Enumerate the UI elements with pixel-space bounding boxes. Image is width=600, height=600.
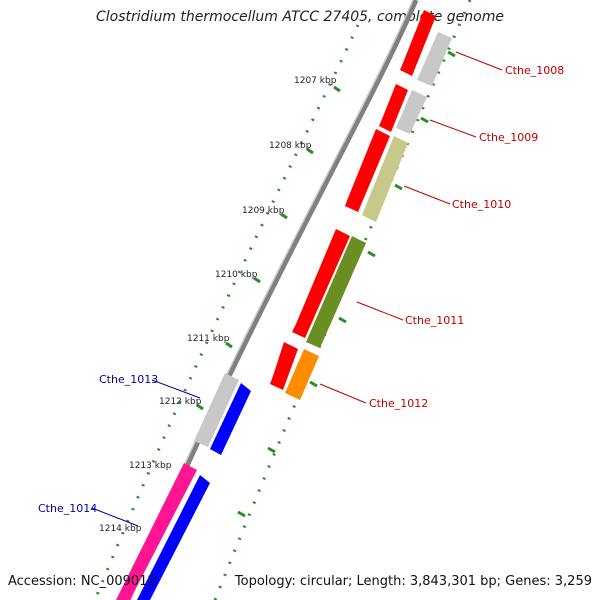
genome-summary-text: Topology: circular; Length: 3,843,301 bp… [234,574,592,589]
accession-text: Accession: NC_009012 [8,574,156,589]
tick-label: 1207 kbp [294,76,337,86]
tick-label: 1208 kbp [269,141,312,151]
gene-label[interactable]: Cthe_1012 [369,397,428,410]
cds-reverse-lane [116,373,251,600]
gene-block[interactable] [285,349,319,400]
gene-label[interactable]: Cthe_1014 [38,502,97,515]
outer-dotted-curve [93,24,360,600]
map-title: Clostridium thermocellum ATCC 27405, com… [96,9,504,25]
gene-label[interactable]: Cthe_1009 [479,131,538,144]
gene-cds[interactable] [116,463,197,600]
gene-cds[interactable] [345,129,390,212]
gene-block[interactable] [194,373,239,447]
tick-label: 1211 kbp [187,334,230,344]
gene-cds[interactable] [400,10,436,76]
gene-cds[interactable] [270,342,298,390]
cds-inner-lane [285,32,452,400]
gene-label[interactable]: Cthe_1011 [405,314,464,327]
gene-block[interactable] [396,90,427,134]
gene-cds[interactable] [210,383,251,455]
gene-cds[interactable] [379,84,408,132]
tick-label: 1212 kbp [159,397,202,407]
tick-label: 1214 kbp [99,524,142,534]
gene-cds[interactable] [137,475,210,600]
gene-label[interactable]: Cthe_1008 [505,64,564,77]
gene-label[interactable]: Cthe_1010 [452,198,511,211]
tick-label: 1210 kbp [215,270,258,280]
tick-label: 1213 kbp [129,461,172,471]
gene-label[interactable]: Cthe_1013 [99,373,158,386]
tick-label: 1209 kbp [242,206,285,216]
cds-outer-lane [270,10,436,390]
inner-tick-marks [237,50,456,518]
gene-block[interactable] [306,236,366,348]
inner-dotted-curve [213,0,472,600]
gene-cds[interactable] [292,229,350,338]
gene-block[interactable] [362,136,408,222]
gene-block[interactable] [417,32,452,86]
label-leaders [91,51,503,527]
